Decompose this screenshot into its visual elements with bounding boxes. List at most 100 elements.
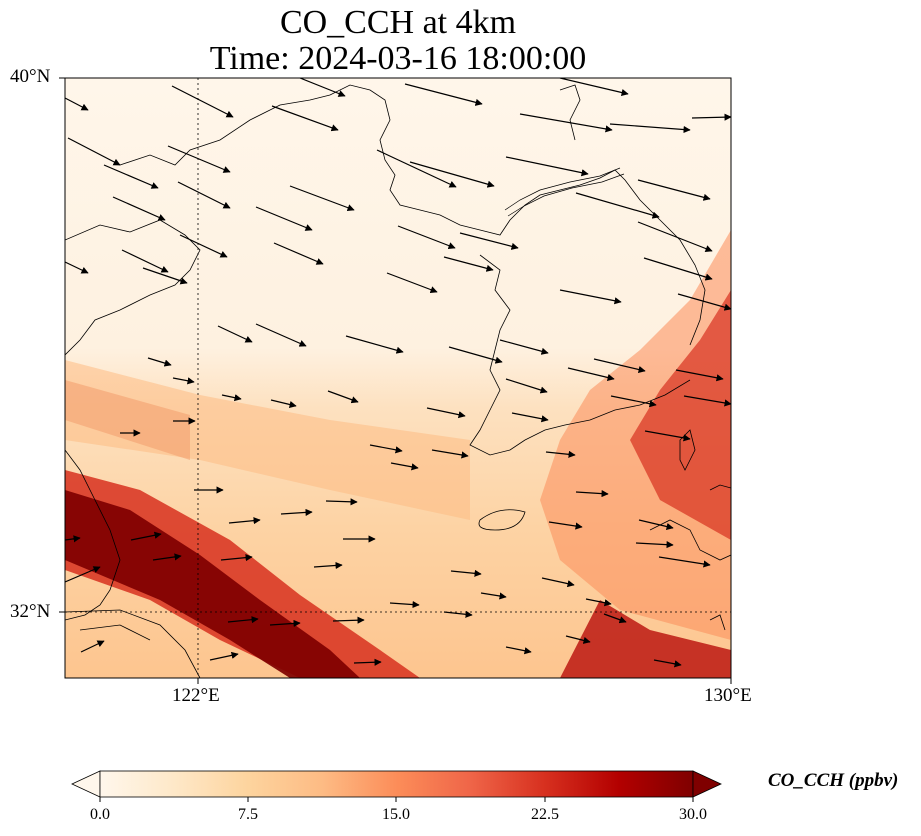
map-subtitle-time: Time: 2024-03-16 18:00:00 xyxy=(209,40,587,77)
wind-arrow xyxy=(431,449,469,459)
wind-arrow xyxy=(559,289,622,305)
wind-arrow xyxy=(65,535,81,543)
wind-arrow xyxy=(171,85,234,118)
wind-arrow xyxy=(130,531,162,541)
wind-arrow xyxy=(172,377,195,385)
wind-arrow xyxy=(683,395,731,407)
wind-arrow xyxy=(635,541,674,549)
colorbar-label-2: 15.0 xyxy=(382,806,410,823)
lat-tick-label-40: 40°N xyxy=(10,66,51,87)
map-field xyxy=(65,78,731,678)
colorbar xyxy=(71,770,722,802)
wind-arrow xyxy=(404,83,483,106)
wind-arrow xyxy=(658,556,711,568)
wind-arrow xyxy=(313,561,343,570)
wind-arrow xyxy=(376,149,457,188)
wind-arrow xyxy=(280,508,313,517)
wind-arrow xyxy=(217,325,253,343)
wind-arrow xyxy=(65,566,101,583)
wind-arrow xyxy=(609,123,691,134)
wind-arrow xyxy=(332,616,365,624)
colorbar-label-4: 30.0 xyxy=(679,806,707,823)
wind-arrow xyxy=(459,232,519,250)
wind-arrow xyxy=(271,105,339,132)
wind-arrow xyxy=(499,339,549,355)
wind-arrow xyxy=(637,221,713,252)
wind-arrow xyxy=(65,261,89,274)
wind-arrow xyxy=(152,553,182,561)
wind-arrow xyxy=(548,521,583,530)
colorbar-label-1: 7.5 xyxy=(238,806,258,823)
wind-arrow xyxy=(386,272,438,294)
wind-arrow xyxy=(480,592,507,600)
wind-arrow xyxy=(541,577,575,588)
wind-arrow xyxy=(209,651,239,661)
map-frame xyxy=(64,77,732,679)
wind-arrow xyxy=(369,444,403,454)
wind-arrow xyxy=(426,407,466,419)
wind-arrow xyxy=(177,181,231,209)
plume-band-southeast xyxy=(560,600,731,678)
wind-arrow xyxy=(273,242,324,265)
wind-arrow xyxy=(179,234,228,258)
wind-arrow xyxy=(67,137,121,166)
lon-tick-label-130: 130°E xyxy=(704,685,752,706)
wind-arrow xyxy=(585,598,612,607)
wind-arrow xyxy=(638,519,674,531)
wind-arrow xyxy=(575,192,660,219)
wind-arrow xyxy=(519,113,613,133)
wind-arrow xyxy=(409,161,495,188)
wind-arrow xyxy=(255,323,307,347)
wind-arrow xyxy=(121,249,169,273)
map-title: CO_CCH at 4km xyxy=(279,4,517,41)
wind-arrow xyxy=(299,78,346,97)
wind-arrow xyxy=(565,635,591,644)
wind-arrow xyxy=(147,357,172,367)
wind-arrow xyxy=(443,610,473,618)
wind-arrow xyxy=(327,390,359,404)
wind-arrow xyxy=(505,156,589,177)
wind-arrow xyxy=(575,490,609,498)
wind-arrow xyxy=(345,335,404,354)
plume-band-high-outer xyxy=(65,470,420,678)
colorbar-bar xyxy=(99,770,694,798)
wind-arrow xyxy=(103,164,159,189)
wind-arrow xyxy=(255,206,313,231)
colorbar-extend-min xyxy=(71,770,101,798)
wind-arrow xyxy=(448,346,503,364)
wind-arrow xyxy=(228,517,261,525)
colorbar-extend-max xyxy=(692,770,722,798)
wind-arrow xyxy=(65,97,89,111)
wind-arrow xyxy=(112,196,166,221)
wind-arrow xyxy=(167,145,231,173)
wind-arrow xyxy=(610,395,657,408)
wind-arrow xyxy=(511,412,549,423)
wind-arrow xyxy=(220,554,253,562)
wind-arrow xyxy=(80,640,105,653)
wind-arrow xyxy=(653,659,682,668)
plume-band-high-core xyxy=(65,490,360,678)
wind-vectors xyxy=(65,78,731,668)
wind-arrow xyxy=(353,658,382,666)
colorbar-label-0: 0.0 xyxy=(90,806,110,823)
wind-arrow xyxy=(545,450,576,458)
wind-arrow xyxy=(603,613,627,624)
wind-arrow xyxy=(289,185,355,212)
wind-arrow xyxy=(390,462,419,471)
wind-arrow xyxy=(567,367,615,381)
wind-arrow xyxy=(637,179,711,201)
wind-arrow xyxy=(593,358,646,374)
plume-band-east-core xyxy=(630,290,731,540)
wind-arrow xyxy=(270,399,297,408)
wind-arrow xyxy=(691,113,731,121)
wind-arrow xyxy=(221,394,242,402)
lon-tick-label-122: 122°E xyxy=(172,685,220,706)
colorbar-title: CO_CCH (ppbv) xyxy=(768,770,899,791)
wind-arrow xyxy=(677,293,731,311)
plume-band-moderate xyxy=(65,360,470,520)
wind-arrow xyxy=(505,378,548,394)
wind-arrow xyxy=(643,257,713,281)
wind-arrow xyxy=(675,369,724,382)
wind-arrow xyxy=(142,267,188,285)
